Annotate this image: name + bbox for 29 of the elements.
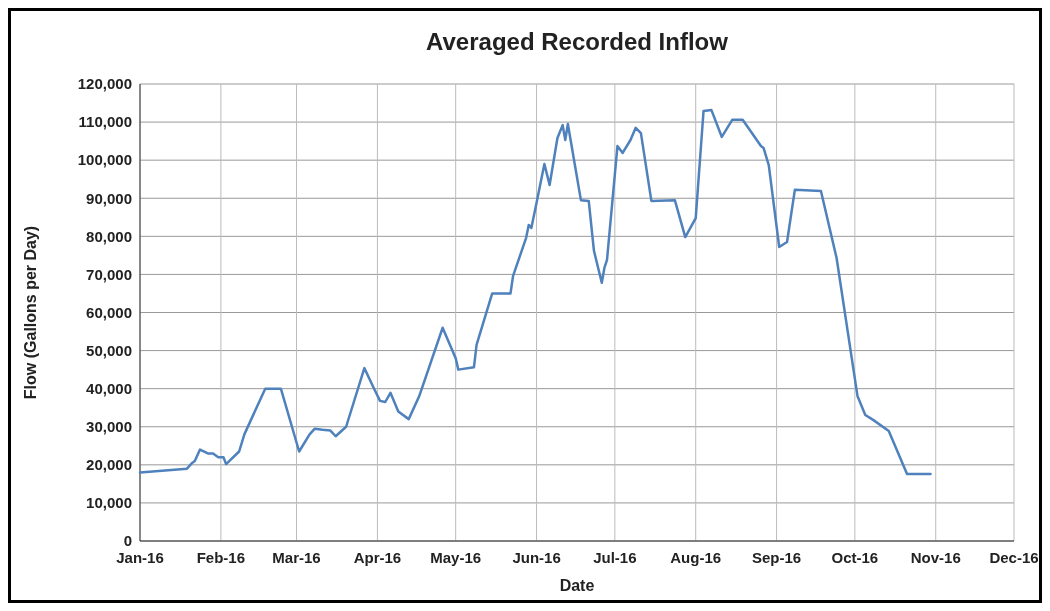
y-axis-title: Flow (Gallons per Day) bbox=[22, 225, 39, 400]
x-tick-label: Mar-16 bbox=[272, 549, 321, 566]
chart-title: Averaged Recorded Inflow bbox=[426, 28, 729, 55]
line-series bbox=[138, 108, 932, 476]
x-tick-label: Aug-16 bbox=[670, 549, 722, 566]
x-tick-label: Sep-16 bbox=[751, 549, 802, 566]
x-tick-label: Apr-16 bbox=[353, 549, 402, 566]
y-tick-label: 120,000 bbox=[77, 75, 132, 93]
y-tick-label: 0 bbox=[123, 532, 132, 550]
x-tick-label: Dec-16 bbox=[989, 549, 1039, 566]
x-tick-label: Oct-16 bbox=[831, 549, 879, 566]
x-tick-label: Jan-16 bbox=[116, 549, 164, 566]
x-tick-label: Feb-16 bbox=[196, 549, 246, 566]
y-tick-label: 60,000 bbox=[86, 303, 132, 321]
y-tick-label: 70,000 bbox=[86, 265, 132, 283]
y-tick-label: 50,000 bbox=[86, 341, 132, 359]
y-tick-label: 30,000 bbox=[86, 418, 132, 435]
y-tick-label: 90,000 bbox=[86, 189, 132, 207]
y-tick-label: 40,000 bbox=[86, 379, 132, 397]
y-tick-label: 100,000 bbox=[77, 151, 132, 169]
y-tick-label: 10,000 bbox=[86, 494, 132, 512]
x-tick-label: Jul-16 bbox=[593, 549, 637, 566]
y-tick-label: 20,000 bbox=[86, 456, 132, 474]
x-tick-label: Jun-16 bbox=[512, 549, 561, 566]
x-tick-label: May-16 bbox=[430, 549, 482, 566]
y-tick-label: 110,000 bbox=[78, 113, 132, 131]
x-tick-label: Nov-16 bbox=[910, 549, 961, 566]
x-axis-title: Date bbox=[559, 577, 595, 594]
y-tick-label: 80,000 bbox=[86, 227, 132, 245]
